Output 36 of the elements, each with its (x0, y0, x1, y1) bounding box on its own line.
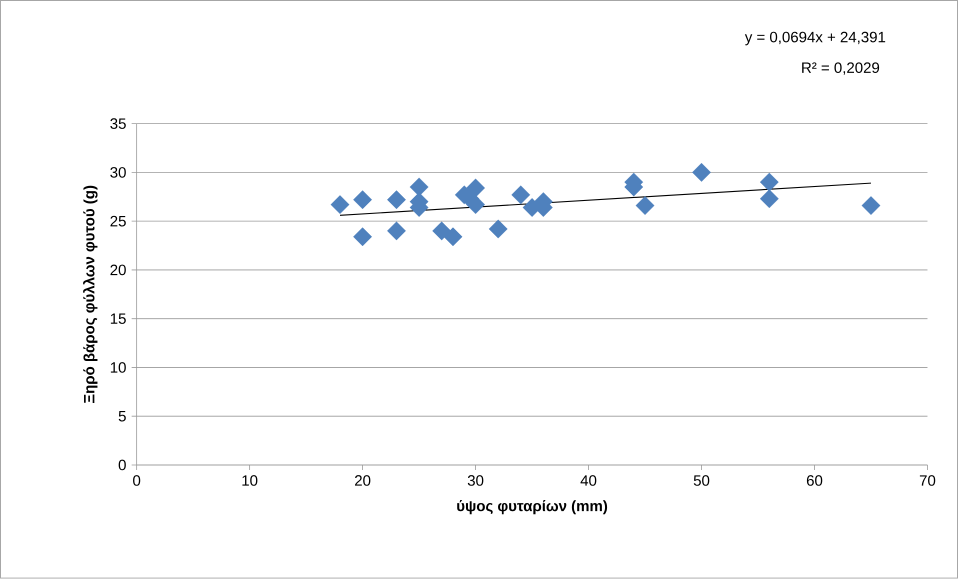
x-tick-label: 10 (242, 475, 258, 486)
y-axis-title: Ξηρό βάρος φύλλων φυτού (g) (83, 186, 98, 404)
point (353, 228, 372, 246)
point (444, 228, 462, 246)
point (330, 195, 350, 214)
x-tick-label: 20 (355, 475, 370, 486)
text: y = 0,0694x + 24,391 (744, 32, 886, 46)
y-tick-label: 5 (118, 411, 126, 422)
x-tick-label: 50 (694, 475, 710, 486)
x-tick-label: 40 (580, 475, 596, 486)
y-tick-label: 10 (110, 362, 126, 373)
y-tick-label: 15 (110, 314, 126, 324)
point (636, 196, 654, 216)
y-tick-label: 25 (110, 216, 126, 227)
text: R² = 0,2029 (802, 62, 880, 75)
point (353, 190, 372, 210)
x-axis-title: ύψος φυταρίων (mm) (457, 500, 608, 514)
point (488, 220, 508, 239)
point (511, 186, 530, 204)
x-tick-label: 30 (468, 475, 484, 486)
y-tick-label: 20 (110, 264, 126, 276)
x-tick-label: 0 (133, 475, 140, 486)
point (862, 196, 880, 216)
y-tick-label: 35 (110, 118, 126, 130)
x-tick-label: 60 (806, 475, 822, 486)
point (760, 190, 779, 208)
y-tick-label: 30 (110, 167, 126, 178)
point (692, 163, 711, 182)
point (387, 222, 406, 241)
point (466, 178, 485, 198)
point (432, 222, 452, 241)
x-tick-label: 70 (920, 475, 936, 486)
y-tick-label: 0 (118, 460, 126, 470)
point (387, 190, 406, 210)
point (466, 195, 485, 214)
point (760, 172, 779, 192)
